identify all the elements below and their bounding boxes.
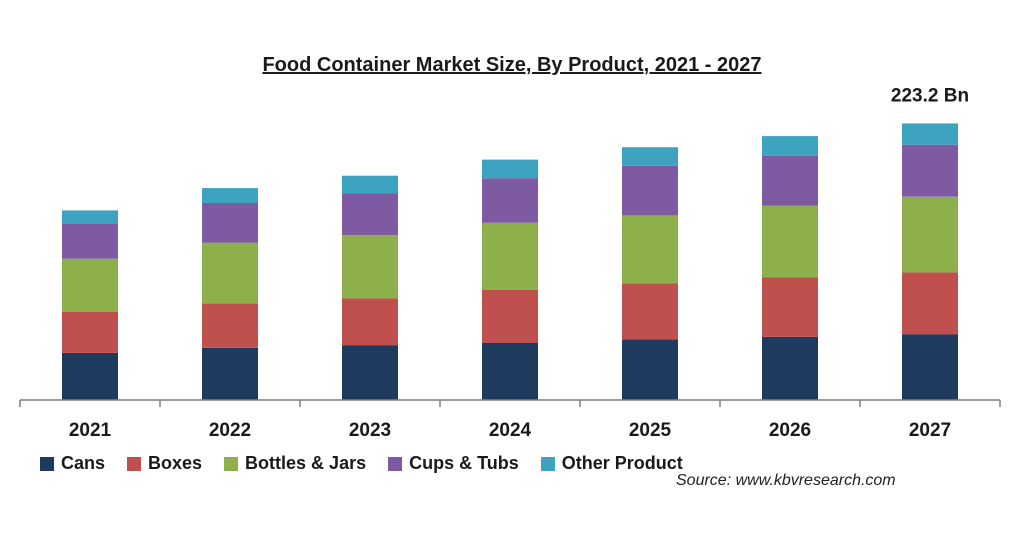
legend-item: Other Product (540, 453, 683, 474)
bar-segment-2022-other-product (202, 188, 258, 203)
x-tick-label: 2027 (909, 420, 951, 441)
bar-segment-2023-bottles-jars (342, 235, 398, 299)
bar-segment-2027-other-product (902, 123, 958, 145)
bar-segment-2025-cups-tubs (622, 165, 678, 216)
legend-swatch (40, 456, 54, 471)
bar-segment-2021-bottles-jars (62, 258, 118, 312)
bar-segment-2021-boxes (62, 312, 118, 353)
bar-segment-2024-bottles-jars (482, 222, 538, 290)
legend: Cans Boxes Bottles & Jars Cups & Tubs Other … (40, 453, 683, 474)
legend-label: Other Product (561, 453, 683, 473)
bar-segment-2025-cans (622, 339, 678, 400)
bar-segment-2023-boxes (342, 298, 398, 346)
bar-segment-2023-cups-tubs (342, 193, 398, 236)
legend-swatch (388, 456, 403, 471)
bar-segment-2026-boxes (762, 277, 818, 337)
bar-segment-2027-cans (902, 334, 958, 400)
bar-segment-2026-other-product (762, 136, 818, 156)
tick-labels: 2021 2022 2023 2024 2025 2026 2027 (69, 420, 951, 441)
bar-segment-2026-cans (762, 336, 818, 400)
legend-item: Cans (40, 453, 105, 474)
bar-segment-2025-boxes (622, 283, 678, 340)
bars-layer (62, 123, 958, 400)
bar-segment-2022-boxes (202, 303, 258, 348)
bar-segment-2022-bottles-jars (202, 242, 258, 304)
bar-segment-2027-cups-tubs (902, 144, 958, 197)
x-tick-label: 2025 (629, 420, 672, 441)
legend-label: Cans (61, 453, 106, 473)
bar-segment-2024-boxes (482, 289, 538, 343)
x-tick-label: 2024 (489, 420, 532, 441)
bar-segment-2021-other-product (62, 210, 118, 224)
legend-label: Cups & Tubs (409, 453, 519, 473)
x-axis (19, 399, 1001, 407)
chart-title: Food Container Market Size, By Product, … (262, 54, 762, 76)
bar-segment-2025-bottles-jars (622, 215, 678, 284)
bar-segment-2022-cans (202, 348, 258, 400)
x-tick-label: 2026 (769, 420, 811, 441)
legend-swatch (127, 456, 142, 471)
bar-segment-2026-cups-tubs (762, 155, 818, 206)
bar-segment-2024-cups-tubs (482, 178, 538, 223)
legend-label: Bottles & Jars (245, 453, 367, 473)
x-tick-label: 2021 (69, 420, 112, 441)
bar-segment-2023-other-product (342, 175, 398, 193)
annotations: 223.2 Bn (891, 85, 969, 106)
legend-item: Boxes (127, 453, 202, 474)
bar-segment-2021-cups-tubs (62, 224, 118, 259)
legend-label: Boxes (148, 453, 203, 473)
x-tick-label: 2023 (349, 420, 391, 441)
legend-item: Bottles & Jars (224, 453, 366, 474)
legend-swatch (224, 456, 239, 471)
bar-segment-2021-cans (62, 352, 118, 400)
legend-swatch (540, 456, 555, 471)
source-note: Source: www.kbvresearch.com (676, 472, 896, 489)
bar-segment-2024-cans (482, 343, 538, 400)
bar-segment-2027-bottles-jars (902, 196, 958, 273)
bar-segment-2023-cans (342, 345, 398, 400)
bar-segment-2025-other-product (622, 147, 678, 166)
total-annotation: 223.2 Bn (891, 85, 969, 106)
bar-segment-2026-bottles-jars (762, 205, 818, 278)
bar-segment-2024-other-product (482, 159, 538, 179)
legend-item: Cups & Tubs (388, 453, 519, 474)
bar-segment-2022-cups-tubs (202, 203, 258, 243)
bar-segment-2027-boxes (902, 272, 958, 335)
x-tick-label: 2022 (209, 420, 251, 441)
